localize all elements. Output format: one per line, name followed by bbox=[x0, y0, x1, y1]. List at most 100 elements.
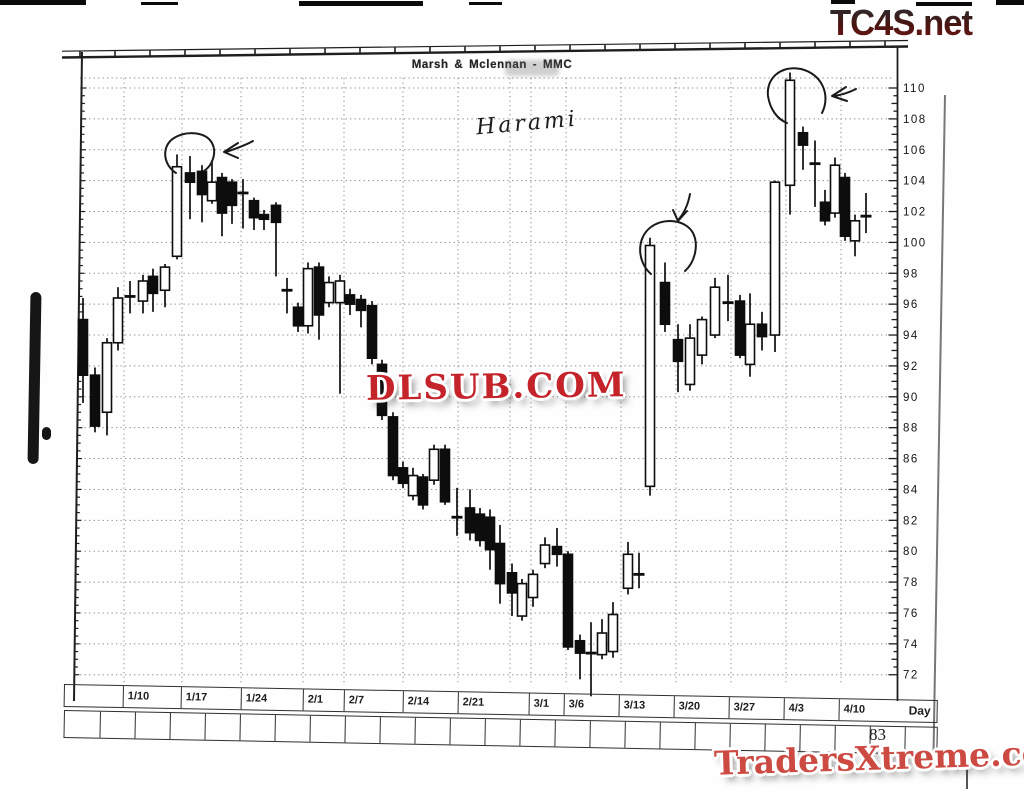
empty-box-divider bbox=[169, 713, 171, 740]
y-tick-label: 86 bbox=[903, 454, 919, 466]
annotation-arrow-head bbox=[672, 209, 688, 222]
scan-edge-mark bbox=[996, 0, 1024, 5]
y-tick-label: 106 bbox=[903, 145, 927, 157]
candle-black bbox=[819, 189, 831, 226]
candle-black bbox=[184, 155, 196, 220]
x-axis-day-label: Day bbox=[908, 703, 931, 718]
candle-black bbox=[417, 474, 429, 510]
candle-black bbox=[551, 528, 563, 567]
candle-white bbox=[829, 157, 841, 218]
candle-white bbox=[644, 237, 656, 496]
candle-black bbox=[562, 551, 574, 651]
candle-black bbox=[313, 262, 325, 340]
x-axis-label: 2/21 bbox=[457, 692, 485, 714]
y-tick-label: 76 bbox=[903, 608, 919, 620]
candle-white bbox=[684, 324, 696, 391]
hand-drawn-annotations bbox=[164, 67, 857, 275]
x-axis-label: 2/7 bbox=[343, 690, 365, 712]
y-tick-label: 96 bbox=[903, 299, 919, 311]
y-tick-label: 90 bbox=[903, 392, 919, 404]
candle-white bbox=[849, 214, 861, 257]
y-tick-label: 92 bbox=[903, 361, 919, 373]
empty-box-divider bbox=[239, 714, 241, 741]
x-axis-label: 1/17 bbox=[180, 687, 208, 709]
y-tick-label: 98 bbox=[903, 268, 919, 280]
y-tick-label: 84 bbox=[903, 484, 919, 496]
candle-black bbox=[464, 489, 476, 541]
annotation-arrow-shaft bbox=[225, 140, 254, 153]
candle-black bbox=[258, 209, 270, 231]
annotation-arrow-head bbox=[223, 142, 239, 159]
candle-white bbox=[784, 72, 796, 215]
watermark-tc4s: TC4S.net bbox=[830, 2, 1016, 44]
candle-white bbox=[527, 569, 539, 607]
y-tick-label: 104 bbox=[903, 176, 927, 188]
candle-white bbox=[622, 541, 634, 595]
y-tick-label: 80 bbox=[903, 546, 919, 558]
candle-white bbox=[171, 154, 183, 260]
candle-white bbox=[112, 287, 124, 351]
candle-black bbox=[797, 126, 809, 170]
empty-box-divider bbox=[99, 711, 101, 738]
candle-black bbox=[672, 324, 684, 393]
empty-box-divider bbox=[484, 719, 486, 746]
empty-box-divider bbox=[659, 722, 661, 749]
candle-white bbox=[696, 316, 708, 365]
candle-black bbox=[344, 288, 356, 315]
scan-edge-mark bbox=[141, 2, 178, 5]
candle-white bbox=[101, 338, 113, 436]
x-axis-label: 3/1 bbox=[528, 693, 550, 715]
candle-black bbox=[196, 165, 208, 223]
candle-black bbox=[659, 262, 671, 332]
candle-black bbox=[484, 509, 496, 570]
x-axis-label: 3/6 bbox=[563, 694, 585, 716]
candle-black bbox=[734, 294, 746, 359]
candle-white bbox=[596, 619, 608, 660]
x-axis-label: 4/10 bbox=[838, 699, 866, 721]
annotation-arrow-shaft bbox=[833, 88, 857, 97]
candle-white bbox=[323, 276, 335, 308]
candle-white bbox=[539, 537, 551, 569]
candle-black bbox=[226, 179, 238, 224]
candle-doji bbox=[124, 281, 136, 314]
candle-black bbox=[147, 268, 159, 312]
annotation-arrow-head bbox=[831, 86, 848, 102]
candle-doji bbox=[451, 487, 463, 536]
y-tick-label: 82 bbox=[903, 515, 919, 527]
empty-box-divider bbox=[554, 720, 556, 747]
candle-white bbox=[769, 180, 781, 353]
y-tick-label: 78 bbox=[903, 577, 919, 589]
candle-black bbox=[216, 172, 228, 237]
x-axis-label: 1/24 bbox=[240, 688, 268, 710]
candle-doji bbox=[281, 277, 293, 314]
candle-black bbox=[248, 197, 260, 231]
binding-smudge bbox=[42, 427, 51, 440]
candle-doji bbox=[722, 274, 734, 322]
candle-white bbox=[159, 264, 171, 308]
y-tick-label: 88 bbox=[903, 423, 919, 435]
candle-black bbox=[387, 412, 399, 481]
candle-doji bbox=[237, 179, 249, 229]
y-tick-label: 72 bbox=[903, 670, 919, 682]
y-tick-label: 94 bbox=[903, 330, 919, 342]
empty-box-divider bbox=[519, 719, 521, 746]
candle-doji bbox=[860, 192, 872, 234]
candle-black bbox=[366, 301, 378, 365]
x-axis-label: 4/3 bbox=[783, 698, 805, 720]
empty-box-divider bbox=[694, 723, 696, 750]
candle-black bbox=[376, 359, 388, 420]
candle-black bbox=[439, 444, 451, 505]
candle-black bbox=[574, 634, 586, 680]
candle-doji bbox=[633, 552, 645, 589]
empty-box-divider bbox=[414, 717, 416, 744]
candle-black bbox=[397, 461, 409, 488]
candle-white bbox=[334, 274, 346, 394]
x-axis-label: 1/10 bbox=[122, 686, 150, 708]
scan-edge-mark bbox=[469, 2, 502, 5]
watermark-dlsub: DLSUB.COM bbox=[365, 365, 627, 409]
y-axis: 72 74 76 78 80 82 84 86 88 90 92 94 96 98 100 102 104 106… bbox=[888, 47, 927, 701]
y-tick-label: 108 bbox=[903, 114, 927, 126]
empty-box-divider bbox=[624, 721, 626, 748]
left-axis bbox=[73, 51, 87, 702]
